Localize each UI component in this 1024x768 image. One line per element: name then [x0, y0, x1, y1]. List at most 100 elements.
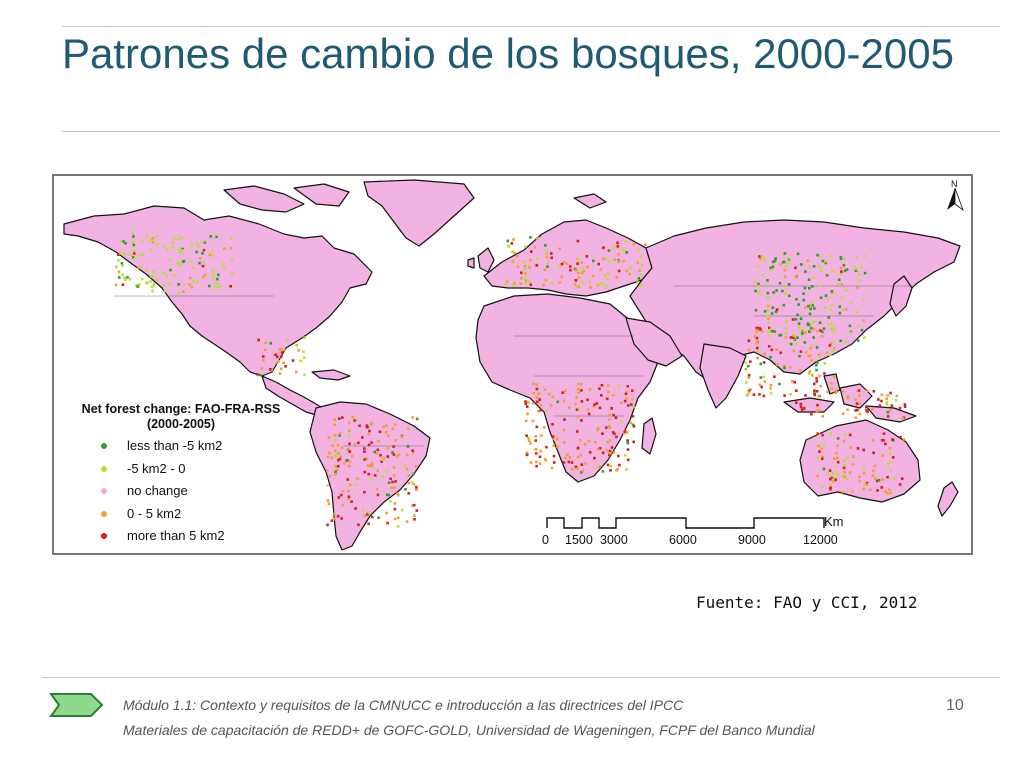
forest-change-point [848, 433, 852, 437]
forest-change-point [837, 278, 841, 281]
forest-change-point [149, 280, 152, 283]
forest-change-point [575, 268, 578, 272]
forest-change-point [775, 348, 778, 352]
forest-change-point [132, 232, 135, 235]
forest-change-point [828, 469, 832, 472]
forest-change-point [874, 477, 877, 480]
southeast-asia-islands [783, 373, 917, 423]
forest-change-point [815, 377, 818, 380]
forest-change-point [385, 511, 388, 515]
forest-change-point [784, 327, 788, 330]
forest-change-point [120, 262, 124, 265]
forest-change-point [795, 275, 798, 279]
north-america-landmass [63, 205, 373, 377]
forest-change-point [784, 336, 788, 339]
forest-change-point [404, 488, 407, 491]
forest-change-point [140, 277, 144, 281]
forest-change-point [610, 446, 614, 449]
forest-change-point [285, 338, 289, 342]
forest-change-point [380, 460, 383, 463]
forest-change-point [858, 479, 861, 483]
forest-change-point [391, 427, 395, 430]
forest-change-point [333, 433, 337, 437]
forest-change-point [394, 423, 397, 426]
forest-change-point [610, 407, 613, 410]
forest-change-point [626, 441, 630, 445]
forest-change-point [803, 286, 807, 290]
forest-change-point [202, 275, 205, 279]
forest-change-point [201, 252, 204, 255]
forest-change-point [126, 276, 129, 279]
forest-change-point [215, 282, 218, 285]
forest-change-point [795, 298, 798, 301]
forest-change-point [177, 283, 180, 286]
forest-change-point [575, 285, 578, 289]
forest-change-point [520, 276, 523, 280]
forest-change-point [370, 441, 373, 444]
forest-change-point [163, 245, 167, 248]
forest-change-point [519, 271, 523, 275]
forest-change-point [845, 477, 849, 481]
forest-change-point [348, 429, 351, 432]
forest-change-point [347, 497, 350, 500]
forest-change-point [129, 253, 132, 256]
forest-change-point [749, 360, 752, 363]
forest-change-point [168, 281, 172, 285]
forest-change-point [357, 523, 360, 527]
forest-change-point [763, 257, 766, 260]
forest-change-point [137, 266, 140, 269]
forest-change-point [546, 265, 549, 268]
greenland-landmass [363, 179, 475, 247]
forest-change-point [795, 401, 798, 404]
forest-change-point [626, 458, 630, 462]
forest-change-point [528, 439, 531, 443]
forest-change-point [782, 260, 786, 264]
forest-change-point [533, 245, 537, 249]
forest-change-point [773, 259, 777, 263]
forest-change-point [816, 330, 819, 333]
forest-change-point [760, 385, 763, 389]
forest-change-point [846, 408, 849, 412]
forest-change-point [407, 492, 411, 495]
forest-change-point [560, 262, 564, 266]
forest-change-point [562, 461, 566, 464]
forest-change-point [375, 487, 379, 491]
forest-change-point [889, 391, 892, 395]
forest-change-point [885, 403, 889, 406]
forest-change-point [302, 356, 306, 360]
forest-change-point [627, 404, 630, 407]
forest-change-point [744, 367, 748, 371]
forest-change-point [799, 263, 803, 266]
forest-change-point [525, 453, 529, 457]
forest-change-point [128, 277, 132, 281]
forest-change-point [802, 298, 805, 302]
forest-change-point [889, 469, 892, 472]
forest-change-point [840, 273, 843, 276]
forest-change-point [278, 372, 282, 375]
forest-change-point [810, 412, 813, 416]
forest-change-point [625, 468, 628, 471]
forest-change-point [829, 353, 832, 357]
forest-change-point [747, 364, 750, 368]
forest-change-point [605, 426, 608, 429]
forest-change-point [124, 278, 127, 281]
forest-change-point [577, 407, 581, 410]
forest-change-point [794, 266, 797, 270]
forest-change-point [797, 303, 800, 306]
forest-change-point [807, 354, 810, 358]
forest-change-point [809, 347, 812, 350]
forest-change-point [836, 473, 839, 476]
forest-change-point [564, 456, 567, 460]
forest-change-point [535, 264, 539, 267]
forest-change-point [543, 388, 547, 391]
forest-change-point [755, 326, 758, 330]
forest-change-point [812, 327, 816, 331]
forest-change-point [747, 376, 750, 379]
forest-change-point [577, 271, 580, 275]
forest-change-point [808, 354, 812, 358]
forest-change-point [840, 270, 843, 273]
scale-bar [546, 517, 825, 529]
forest-change-point [762, 375, 766, 379]
forest-change-point [545, 252, 548, 255]
forest-change-point [181, 260, 185, 264]
